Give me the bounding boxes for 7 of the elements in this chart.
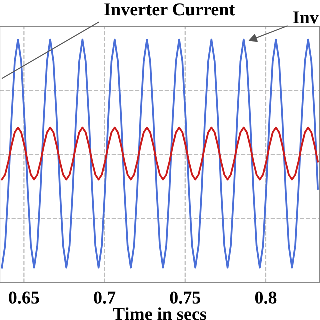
x-axis-title: Time in secs: [113, 308, 207, 320]
x-tick-label: 0.8: [255, 292, 277, 304]
x-tick-label: 0.65: [9, 292, 40, 304]
annotation: Inv: [293, 12, 319, 24]
text: Inverter Current: [104, 4, 236, 16]
x-tick-label: 0.75: [170, 292, 201, 304]
x-tick-label: 0.7: [94, 292, 116, 304]
